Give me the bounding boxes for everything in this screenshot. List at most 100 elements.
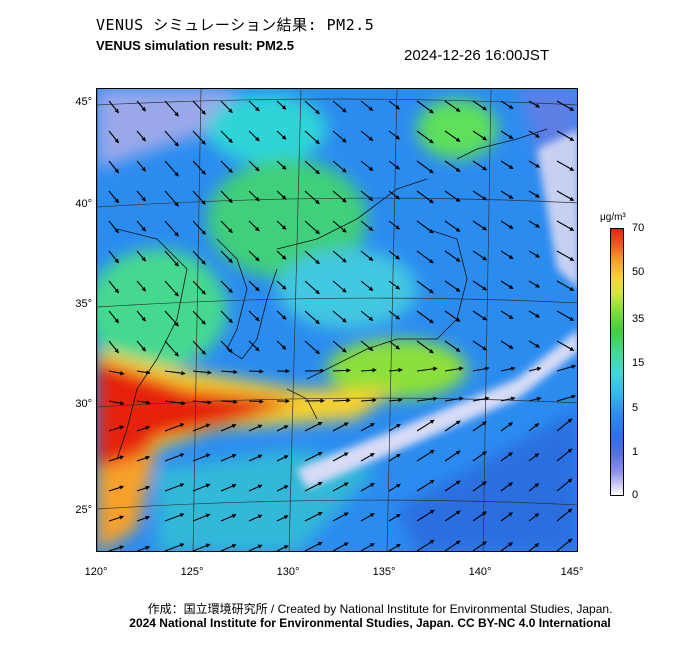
wind-vector [276,160,287,170]
wind-vector [220,484,237,492]
wind-vector [528,130,541,138]
wind-vector [220,310,233,324]
wind-vector [164,280,179,297]
wind-vector [220,369,238,375]
wind-vector [248,160,260,172]
wind-vector [276,250,287,260]
wind-vector [248,544,263,551]
wind-vector [192,160,206,175]
wind-vector [220,280,233,294]
wind-vector [248,310,260,322]
wind-vector [192,190,206,205]
lat-label-40: 40° [75,198,92,210]
wind-vector [416,396,438,402]
wind-vector [164,220,179,237]
wind-vector [444,510,461,522]
wind-vector [388,160,400,170]
wind-vector [444,450,461,462]
wind-vector [248,280,260,292]
wind-vector [136,250,146,262]
wind-vector [528,453,540,462]
wind-vector [220,160,233,174]
lon-label-120: 120° [84,566,108,578]
wind-vector [416,190,434,204]
wind-vector [164,483,185,492]
wind-vector [472,280,488,291]
wind-vector [276,280,287,290]
wind-vector [304,421,323,432]
wind-vector [472,541,487,551]
wind-vector [220,220,233,234]
wind-vector [304,280,320,295]
wind-vector [192,453,211,462]
wind-vector [360,367,377,373]
wind-vector [332,398,351,403]
lon-label-145: 145° [560,566,584,578]
wind-vector [388,190,400,200]
wind-vector [528,543,540,551]
colorbar-label-15: 15 [632,357,645,369]
wind-vector [528,423,540,432]
wind-vector [332,100,347,113]
wind-vector [528,396,542,402]
wind-vector [108,310,119,324]
wind-vector [500,482,513,492]
wind-vector [556,448,573,462]
wind-vector [416,509,435,522]
wind-vector [444,100,461,112]
wind-vector [556,538,573,551]
wind-vector [164,310,179,327]
wind-vector [164,400,186,406]
wind-vector [472,481,487,492]
wind-vector [444,130,461,142]
wind-vector [276,425,289,432]
wind-vector [416,100,434,114]
wind-vector [108,425,125,432]
colorbar-label-50: 50 [632,266,645,278]
wind-vector [500,130,514,139]
wind-vector [528,513,540,522]
wind-vector [164,130,179,147]
wind-vector [164,543,185,551]
wind-vector [108,100,119,114]
wind-vector [360,160,374,171]
wind-vector [192,100,206,115]
wind-vector [388,453,401,462]
wind-vector [276,310,287,320]
colorbar-label-0: 0 [632,489,639,501]
lat-label-35: 35° [75,298,92,310]
lon-label-130: 130° [276,566,300,578]
wind-vector [332,310,347,323]
wind-vector [248,340,260,352]
wind-vector [304,220,320,235]
wind-vector [388,220,400,230]
wind-vector [500,160,514,169]
wind-vector [500,250,514,259]
lat-label-45: 45° [75,96,92,108]
wind-vector [192,423,211,432]
pm25-map[interactable] [96,88,578,552]
wind-vector [500,396,516,402]
credit-japanese: 作成：国立環境研究所 / Created by National Institu… [147,602,613,616]
wind-vector [136,310,146,322]
wind-vector [360,280,374,291]
wind-vector [556,190,575,201]
wind-vector [304,340,320,355]
wind-vector [108,455,125,462]
lon-label-135: 135° [372,566,396,578]
wind-vector [444,420,461,432]
wind-vector [500,452,513,462]
wind-vector [556,310,575,321]
wind-vector [528,340,541,348]
wind-vector [192,400,212,405]
wind-vector [472,220,488,231]
wind-vector [136,455,151,462]
wind-vector [248,130,260,142]
wind-vector [500,220,514,229]
wind-vector [332,160,347,173]
wind-vector [276,515,289,522]
wind-vector [220,130,233,144]
wind-vector [136,160,146,172]
wind-vector [332,220,347,233]
wind-vector [360,423,375,432]
